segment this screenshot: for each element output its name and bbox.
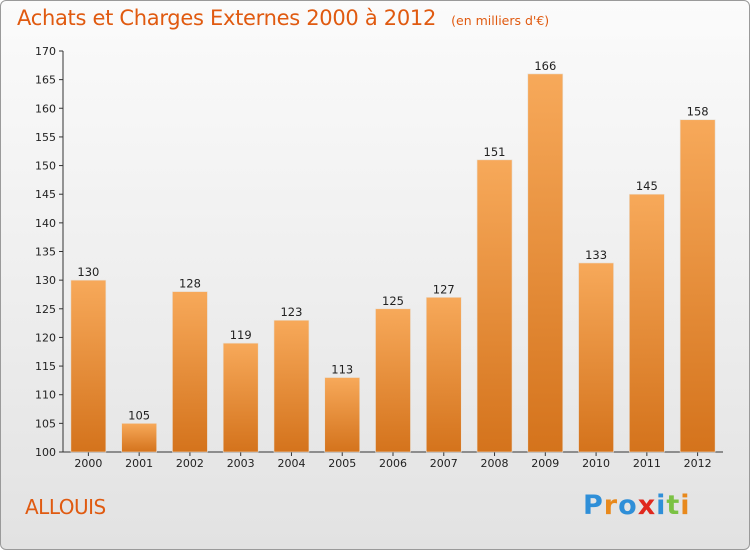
bar-value-label: 113 [331, 363, 353, 377]
chart-axes: 100 105 110 115 120 125 130 135 140 145 150 155 160 1… [35, 45, 723, 470]
bar [476, 159, 513, 453]
bar [222, 342, 259, 453]
bar-value-label: 145 [636, 179, 658, 193]
x-tick-label: 2000 [74, 457, 102, 470]
bar-value-label: 105 [128, 408, 150, 422]
y-tick-label: 150 [35, 160, 56, 173]
y-tick-label: 145 [35, 188, 56, 201]
y-tick-label: 105 [35, 417, 56, 430]
bar [375, 308, 411, 453]
y-tick-label: 130 [35, 274, 56, 287]
bar [70, 279, 107, 453]
x-tick-label: 2003 [227, 457, 255, 470]
logo-letter: r [603, 490, 619, 521]
y-tick-label: 125 [35, 303, 56, 316]
bar [527, 73, 564, 453]
logo-letter: i [680, 490, 691, 521]
x-tick-label: 2004 [277, 457, 305, 470]
x-tick-label: 2007 [430, 457, 458, 470]
bar-value-label: 123 [280, 305, 302, 319]
logo-letter: i [656, 490, 667, 521]
x-tick-label: 2002 [176, 457, 204, 470]
bar [273, 319, 310, 453]
logo-letter: o [618, 490, 638, 521]
y-tick-label: 135 [35, 246, 56, 259]
bar-value-label: 158 [687, 105, 709, 119]
x-tick-label: 2010 [582, 457, 610, 470]
y-tick-label: 155 [35, 131, 56, 144]
y-tick-label: 140 [35, 217, 56, 230]
x-tick-label: 2011 [633, 457, 661, 470]
x-tick-label: 2001 [125, 457, 153, 470]
x-tick-label: 2009 [531, 457, 559, 470]
bar-value-label: 130 [77, 265, 99, 279]
chart-title-row: Achats et Charges Externes 2000 à 2012 (… [17, 6, 549, 30]
bar [324, 377, 361, 453]
bar-value-label: 151 [484, 145, 506, 159]
commune-name: ALLOUIS [25, 495, 106, 519]
bar [578, 262, 614, 453]
y-tick-label: 100 [35, 446, 56, 459]
bar [679, 119, 716, 453]
y-tick-label: 110 [35, 389, 56, 402]
x-tick-label: 2005 [328, 457, 356, 470]
y-tick-label: 170 [35, 45, 56, 58]
x-tick-label: 2006 [379, 457, 407, 470]
bar [425, 297, 462, 453]
chart-title: Achats et Charges Externes 2000 à 2012 [17, 6, 437, 30]
chart-bars: 130 105 128 119 123 113 125 127 151 166 133 145 158 [70, 59, 716, 453]
logo-letter: t [666, 490, 681, 521]
chart-unit: (en milliers d'€) [451, 13, 550, 28]
bar-value-label: 119 [230, 328, 252, 342]
bar-value-label: 127 [433, 282, 455, 296]
bar [121, 423, 157, 453]
bar-value-label: 133 [585, 248, 607, 262]
proxiti-logo: Proxiti [583, 490, 691, 521]
bar-value-label: 125 [382, 294, 404, 308]
x-tick-label: 2008 [481, 457, 509, 470]
logo-letter: P [583, 490, 604, 521]
y-tick-label: 165 [35, 74, 56, 87]
x-tick-label: 2012 [684, 457, 712, 470]
y-tick-label: 160 [35, 102, 56, 115]
bar [629, 193, 665, 453]
bar-value-label: 166 [534, 59, 556, 73]
y-tick-label: 115 [35, 360, 56, 373]
bar-value-label: 128 [179, 277, 201, 291]
bar [172, 291, 208, 453]
logo-letter: x [637, 490, 657, 521]
y-tick-label: 120 [35, 331, 56, 344]
